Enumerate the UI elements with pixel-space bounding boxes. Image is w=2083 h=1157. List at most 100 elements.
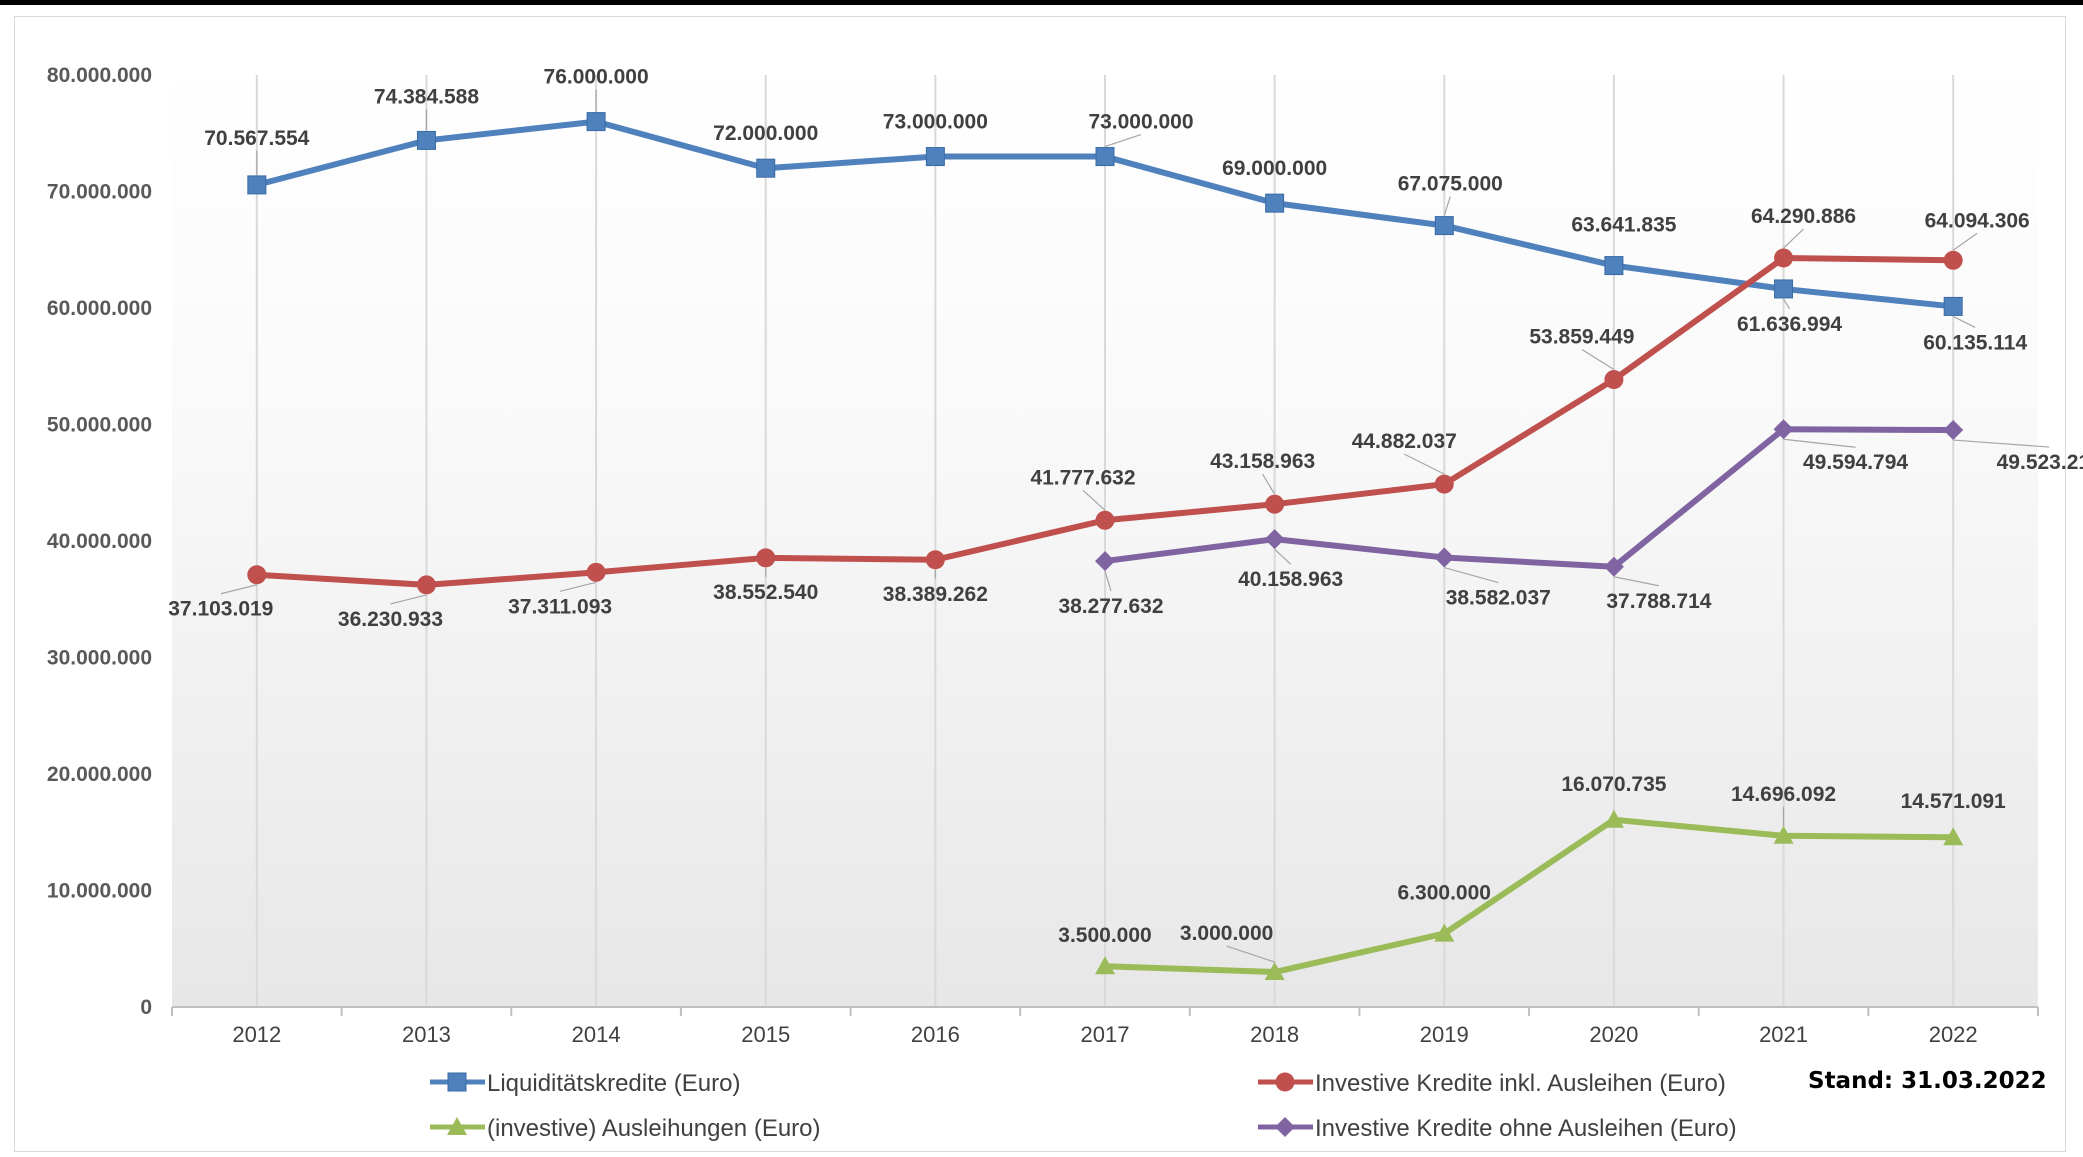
leader-line bbox=[1783, 228, 1804, 249]
data-point-0-2022 bbox=[1943, 296, 1963, 316]
leader-line bbox=[1226, 945, 1275, 963]
data-point-1-2018 bbox=[1265, 494, 1285, 514]
data-label: 64.094.306 bbox=[1925, 209, 2030, 232]
data-label: 37.788.714 bbox=[1606, 590, 1711, 613]
data-label: 37.103.019 bbox=[168, 598, 273, 621]
data-label: 72.000.000 bbox=[713, 122, 818, 145]
series-layer bbox=[247, 112, 1964, 981]
y-tick-label: 30.000.000 bbox=[47, 647, 152, 670]
leader-line bbox=[1613, 576, 1660, 587]
leader-line bbox=[1443, 196, 1451, 216]
data-point-1-2021 bbox=[1774, 248, 1794, 268]
data-label: 3.500.000 bbox=[1058, 924, 1151, 947]
chart-frame bbox=[14, 16, 2066, 1152]
data-point-1-2019 bbox=[1434, 474, 1454, 494]
data-label: 36.230.933 bbox=[338, 608, 443, 631]
x-tick-label: 2016 bbox=[911, 1022, 960, 1047]
data-label: 76.000.000 bbox=[544, 66, 649, 89]
x-tick-label: 2020 bbox=[1589, 1022, 1638, 1047]
data-label: 41.777.632 bbox=[1030, 466, 1135, 489]
y-tick-label: 50.000.000 bbox=[47, 414, 152, 437]
data-label: 38.582.037 bbox=[1446, 587, 1551, 610]
data-label: 63.641.835 bbox=[1571, 214, 1676, 237]
data-point-1-2017 bbox=[1095, 510, 1115, 530]
data-label: 73.000.000 bbox=[883, 111, 988, 134]
data-point-2-2021 bbox=[1773, 825, 1794, 844]
data-label: 70.567.554 bbox=[204, 127, 309, 150]
data-label: 44.882.037 bbox=[1352, 430, 1457, 453]
legend-marker-3 bbox=[1275, 1117, 1295, 1137]
leader-line bbox=[1274, 548, 1292, 565]
leader-line bbox=[1952, 315, 1976, 328]
y-tick-label: 10.000.000 bbox=[47, 880, 152, 903]
data-point-1-2014 bbox=[586, 562, 606, 582]
x-tick-label: 2022 bbox=[1929, 1022, 1978, 1047]
x-tick-label: 2018 bbox=[1250, 1022, 1299, 1047]
data-labels-layer: 70.567.554 74.384.588 76.000.000 72.000.000… bbox=[168, 66, 2083, 963]
series-line-3 bbox=[1102, 426, 1957, 570]
data-label: 74.384.588 bbox=[374, 85, 479, 108]
y-tick-label: 60.000.000 bbox=[47, 297, 152, 320]
data-point-1-2012 bbox=[247, 565, 267, 585]
data-point-0-2016 bbox=[925, 147, 945, 167]
data-label: 40.158.963 bbox=[1238, 568, 1343, 591]
data-point-0-2019 bbox=[1434, 216, 1454, 236]
data-point-3-2017 bbox=[1095, 551, 1115, 572]
axes: 2012 2013 2014 2015 2016 2017 2018 2019 2020 2021… bbox=[47, 64, 2039, 1047]
y-tick-label: 0 bbox=[140, 996, 152, 1019]
legend-marker-1 bbox=[1275, 1072, 1295, 1092]
data-point-2-2020 bbox=[1603, 809, 1624, 828]
x-tick-label: 2015 bbox=[741, 1022, 790, 1047]
leader-line bbox=[1783, 438, 1856, 448]
data-label: 49.594.794 bbox=[1803, 451, 1908, 474]
leader-line bbox=[1104, 133, 1142, 148]
y-tick-label: 70.000.000 bbox=[47, 181, 152, 204]
leader-line bbox=[1444, 566, 1499, 584]
data-point-0-2020 bbox=[1604, 256, 1624, 276]
legend-marker-2 bbox=[447, 1117, 467, 1135]
leader-line bbox=[1783, 298, 1791, 310]
x-tick-label: 2017 bbox=[1081, 1022, 1130, 1047]
leader-line bbox=[1104, 570, 1112, 592]
data-label: 73.000.000 bbox=[1088, 111, 1193, 134]
data-point-2-2017 bbox=[1095, 956, 1115, 975]
data-label: 3.000.000 bbox=[1180, 922, 1273, 945]
data-label: 49.523.215 bbox=[1997, 451, 2083, 474]
data-label: 37.311.093 bbox=[508, 595, 612, 618]
data-label: 64.290.886 bbox=[1751, 205, 1856, 228]
data-point-1-2020 bbox=[1604, 370, 1624, 390]
data-point-1-2013 bbox=[416, 575, 436, 595]
data-label: 38.389.262 bbox=[883, 583, 988, 606]
leader-line bbox=[1404, 453, 1445, 475]
legend-label-0: Liquiditätskredite (Euro) bbox=[487, 1070, 740, 1097]
top-border-line bbox=[0, 0, 2083, 5]
x-tick-label: 2019 bbox=[1420, 1022, 1469, 1047]
data-point-1-2015 bbox=[756, 548, 776, 568]
data-label: 53.859.449 bbox=[1529, 326, 1634, 349]
data-label: 69.000.000 bbox=[1222, 157, 1327, 180]
x-tick-label: 2012 bbox=[232, 1022, 281, 1047]
data-point-2-2018 bbox=[1264, 962, 1285, 981]
legend-label-2: (investive) Ausleihungen (Euro) bbox=[487, 1115, 821, 1142]
leader-line bbox=[559, 581, 597, 592]
x-tick-label: 2021 bbox=[1759, 1022, 1808, 1047]
data-point-2-2022 bbox=[1943, 827, 1964, 846]
data-label: 67.075.000 bbox=[1398, 173, 1503, 196]
x-tick-label: 2014 bbox=[572, 1022, 621, 1047]
data-point-1-2022 bbox=[1943, 250, 1963, 270]
leader-line bbox=[220, 584, 257, 595]
legend: Liquiditätskredite (Euro) Investive Kredi… bbox=[430, 1070, 1737, 1142]
legend-label-1: Investive Kredite inkl. Ausleihen (Euro) bbox=[1315, 1070, 1726, 1097]
data-point-2-2019 bbox=[1434, 923, 1455, 942]
data-label: 61.636.994 bbox=[1737, 313, 1842, 336]
leader-line bbox=[1581, 349, 1615, 371]
data-label: 6.300.000 bbox=[1398, 882, 1491, 905]
data-point-0-2018 bbox=[1265, 193, 1285, 213]
data-label: 60.135.114 bbox=[1923, 331, 2027, 354]
data-point-1-2016 bbox=[925, 550, 945, 570]
data-label: 43.158.963 bbox=[1210, 450, 1315, 473]
legend-label-3: Investive Kredite ohne Ausleihen (Euro) bbox=[1315, 1115, 1737, 1142]
data-label: 14.696.092 bbox=[1731, 783, 1836, 806]
legend-marker-0 bbox=[447, 1072, 467, 1092]
